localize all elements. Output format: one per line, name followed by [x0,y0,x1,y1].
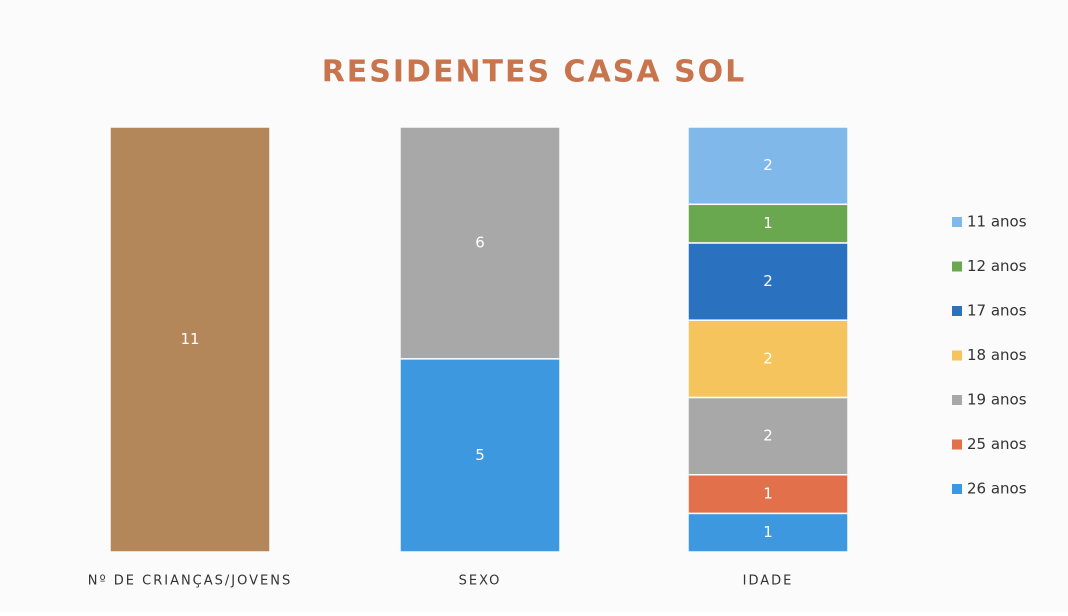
legend-swatch [952,306,962,316]
data-label: 2 [763,272,773,290]
data-label: 1 [763,485,773,503]
legend-swatch [952,350,962,361]
bar-segment [687,396,849,476]
bar-segment [687,512,849,553]
legend-swatch [952,484,962,494]
bar-segment [687,242,849,321]
legend-label: 26 anos [967,480,1027,498]
legend-label: 25 anos [967,435,1027,453]
data-label: 1 [763,214,773,232]
x-tick-label: IDADE [743,574,794,589]
data-label: 2 [763,156,773,174]
legend-label: 12 anos [967,257,1027,275]
data-label: 11 [180,330,199,348]
chart-title: RESIDENTES CASA SOL [322,55,747,90]
data-label: 2 [763,349,773,367]
bar-segment [687,126,849,206]
legend-label: 17 anos [967,302,1027,320]
legend-swatch [952,395,962,405]
bar-segment [687,319,849,399]
legend-swatch [952,439,962,450]
legend-label: 19 anos [967,391,1027,409]
bar-segment [109,126,271,553]
legend-swatch [952,217,962,227]
bar-segment [687,473,849,515]
bar-segment [687,203,849,244]
data-label: 5 [475,446,485,464]
data-label: 6 [475,233,485,251]
legend-label: 18 anos [967,346,1027,364]
bar-segment [399,126,561,360]
x-tick-label: Nº DE CRIANÇAS/JOVENS [88,574,292,589]
x-tick-label: SEXO [459,574,502,589]
legend-label: 11 anos [967,213,1027,231]
legend-swatch [952,261,962,272]
data-label: 1 [763,523,773,541]
data-label: 2 [763,427,773,445]
